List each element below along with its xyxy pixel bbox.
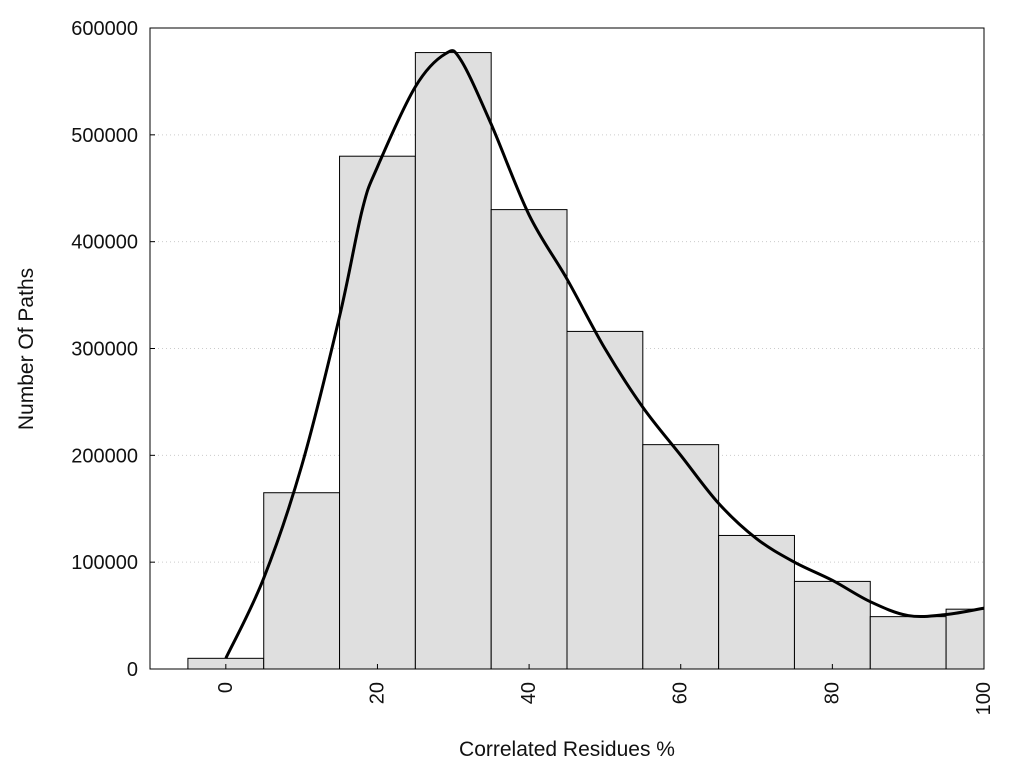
y-tick-label: 200000	[71, 445, 138, 467]
x-tick-label: 60	[670, 682, 692, 704]
x-tick-label: 20	[366, 682, 388, 704]
histogram-bar	[718, 534, 795, 670]
x-tick-label: 40	[518, 682, 540, 704]
density-curve	[224, 49, 985, 659]
histogram-bar	[642, 444, 720, 670]
histogram-bars	[187, 52, 985, 670]
histogram-bar	[869, 616, 947, 670]
histogram-bar	[566, 330, 644, 670]
y-tick-label: 0	[127, 659, 138, 681]
y-tick-label: 600000	[71, 18, 138, 40]
y-tick-label: 100000	[71, 552, 138, 574]
density-curve-layer	[224, 49, 985, 659]
histogram-bar	[263, 492, 341, 670]
y-axis-ticks: 0 100000 200000 300000 400000 500000 600000	[71, 18, 155, 681]
y-tick-label: 400000	[71, 232, 138, 254]
x-tick-label: 100	[973, 682, 995, 715]
x-axis-ticks: 0 20 40 60 80 100	[215, 664, 995, 715]
x-axis-title: Correlated Residues %	[459, 738, 675, 761]
y-tick-label: 500000	[71, 125, 138, 147]
histogram-bar	[945, 608, 985, 670]
histogram-bar	[490, 209, 568, 670]
y-axis-title: Number Of Paths	[15, 268, 38, 430]
histogram-bar	[414, 52, 492, 670]
y-tick-label: 300000	[71, 339, 138, 361]
histogram-bar	[339, 155, 416, 670]
x-tick-label: 0	[215, 682, 237, 693]
x-tick-label: 80	[821, 682, 843, 704]
